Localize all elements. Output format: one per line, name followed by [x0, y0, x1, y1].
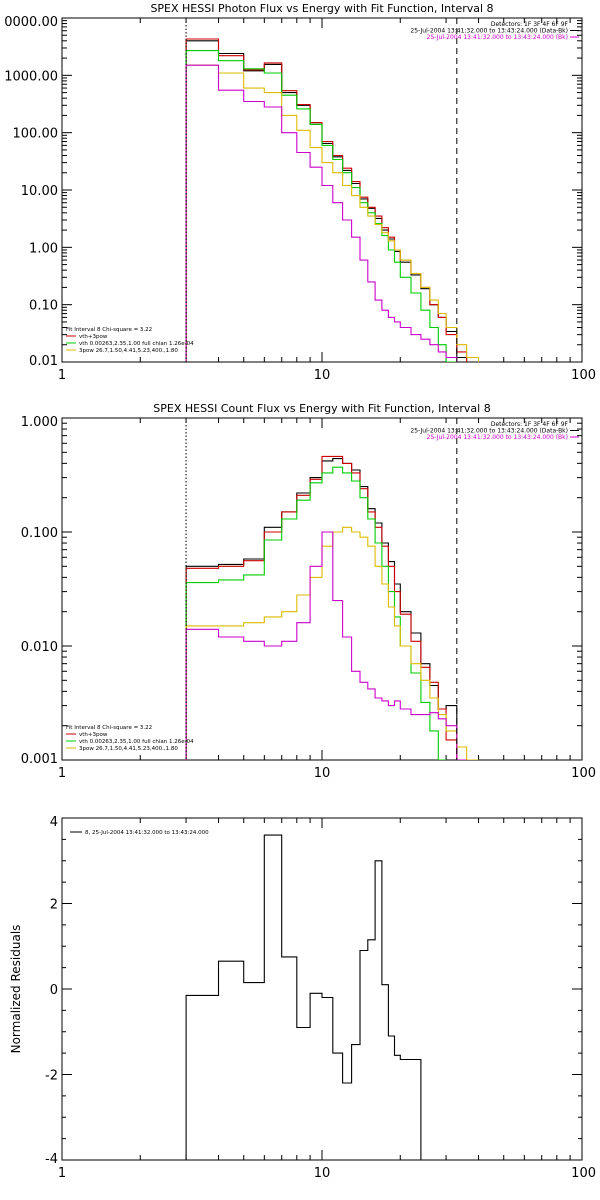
legend-entry: 3pow 26.7,1.50,4.41,5.23,400.,1.80 [79, 746, 178, 752]
chart-panel-2: SPEX HESSI Count Flux vs Energy with Fit… [21, 402, 596, 781]
x-tick-label: 10 [314, 766, 331, 781]
series-line-3 [185, 466, 447, 760]
plot-frame [61, 17, 583, 363]
y-axis: 0.01 0.10 1.00 10.00 100.00 1000.00 0000.00 [4, 15, 582, 369]
x-tick-label: 10 [314, 368, 331, 383]
x-axis: 1 10 100 [58, 818, 596, 1181]
series-line-2 [185, 38, 468, 362]
x-tick-label: 1 [58, 1166, 66, 1181]
y-axis: 0.001 0.010 0.100 1.000 [21, 415, 582, 767]
y-tick-label: 0.01 [29, 354, 58, 369]
series-line-1 [185, 834, 422, 1160]
legend-entry: vth 0.00263,2.35,1.00 full chian 1.26e-0… [79, 739, 194, 745]
y-tick-label: 4 [50, 815, 58, 830]
header-line-2: 25-Jul-2004 13:41:32.000 to 13:43:24.000… [410, 428, 568, 435]
y-axis: -4 -2 0 2 4 [45, 815, 582, 1167]
series-line-2 [185, 455, 458, 760]
legend-title: Fit Interval 8 Chi-square = 3.22 [66, 725, 152, 731]
y-axis-label: Normalized Residuals [9, 925, 23, 1054]
chart-title: SPEX HESSI Count Flux vs Energy with Fit… [153, 402, 490, 415]
x-axis: 1 10 100 [58, 418, 596, 781]
legend-title: Fit Interval 8 Chi-square = 3.22 [66, 327, 152, 333]
legend-entry: vth+3pow [79, 732, 108, 738]
y-tick-label: 2 [50, 898, 58, 913]
series-group [185, 455, 479, 760]
legend-entry: vth+3pow [79, 334, 108, 340]
x-axis: 1 10 100 [58, 18, 596, 383]
y-tick-label: 10.00 [21, 184, 58, 199]
series-line-4 [185, 64, 480, 362]
series-line-1 [185, 458, 458, 760]
series-group [185, 834, 422, 1160]
series-group [185, 38, 480, 362]
header-line-2: 25-Jul-2004 13:41:32.000 to 13:43:24.000… [410, 28, 568, 35]
y-tick-label: 0 [50, 983, 58, 998]
legend-entry: vth 0.00263,2.35,1.00 full chian 1.26e-0… [79, 341, 194, 347]
series-line-4 [185, 526, 479, 760]
y-tick-label: 0000.00 [4, 15, 58, 30]
legend-entry: 3pow 26.7,1.50,4.41,5.23,400.,1.80 [79, 348, 178, 354]
y-tick-label: 1000.00 [4, 69, 58, 84]
x-tick-label: 1 [58, 368, 66, 383]
y-tick-label: 0.100 [21, 526, 58, 541]
y-tick-label: 1.000 [21, 415, 58, 430]
header-line-3: 25-Jul-2004 13:41:32.000 to 13:43:24.000… [427, 434, 568, 441]
chart-panel-3: 1 10 100 -4 -2 0 2 4 Normalized Residuals 8, 25-J… [9, 815, 596, 1181]
plot-frame [61, 817, 583, 1161]
series-line-5 [185, 64, 458, 362]
y-tick-label: -2 [45, 1069, 58, 1084]
header-line-3: 25-Jul-2004 13:41:32.000 to 13:43:24.000… [427, 34, 568, 41]
x-tick-label: 100 [571, 368, 596, 383]
x-tick-label: 1 [58, 766, 66, 781]
legend-entry: 8, 25-Jul-2004 13:41:32.000 to 13:43:24.… [85, 830, 209, 836]
chart-panel-1: SPEX HESSI Photon Flux vs Energy with Fi… [4, 2, 596, 383]
y-tick-label: 0.10 [29, 299, 58, 314]
series-line-3 [185, 50, 457, 362]
x-tick-label: 100 [571, 1166, 596, 1181]
series-line-5 [185, 531, 467, 760]
x-tick-label: 100 [571, 766, 596, 781]
header-line-1: Detectors: 1F 3F 4F 6F 9F [491, 21, 569, 28]
y-tick-label: 0.001 [21, 752, 58, 767]
y-tick-label: -4 [45, 1152, 58, 1167]
y-tick-label: 100.00 [13, 127, 59, 142]
chart-title: SPEX HESSI Photon Flux vs Energy with Fi… [150, 2, 493, 15]
header-line-1: Detectors: 1F 3F 4F 6F 9F [491, 421, 569, 428]
series-line-1 [185, 40, 468, 362]
y-tick-label: 1.00 [29, 241, 58, 256]
y-tick-label: 0.010 [21, 640, 58, 655]
x-tick-label: 10 [314, 1166, 331, 1181]
